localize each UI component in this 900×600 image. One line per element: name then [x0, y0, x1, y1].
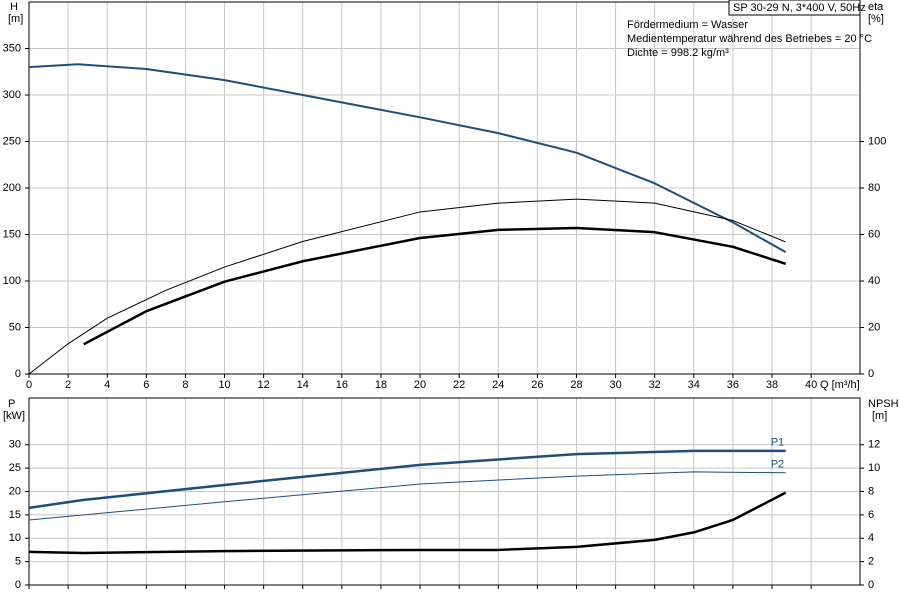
curve — [28, 471, 786, 521]
curve-label: P2 — [771, 459, 784, 471]
y-tick-label: 0 — [15, 579, 21, 591]
y2-tick-label: 0 — [868, 368, 874, 380]
info-line: Fördermedium = Wasser — [627, 19, 748, 31]
y2-tick-label: 100 — [868, 135, 886, 147]
y2-axis-label: eta — [868, 1, 884, 13]
y-tick-label: 250 — [3, 135, 21, 147]
x-tick-label: 6 — [143, 379, 149, 391]
curve — [28, 63, 787, 254]
x-tick-label: 24 — [492, 379, 504, 391]
x-tick-label: 40 — [805, 379, 817, 391]
y2-tick-label: 4 — [868, 532, 874, 544]
y-axis-unit: [kW] — [3, 410, 25, 422]
y2-tick-label: 80 — [868, 182, 880, 194]
x-tick-label: 8 — [182, 379, 188, 391]
x-tick-label: 2 — [65, 379, 71, 391]
plot-frame — [28, 1, 861, 375]
curve — [83, 226, 787, 346]
x-tick-label: 36 — [727, 379, 739, 391]
y2-tick-label: 8 — [868, 485, 874, 497]
x-tick-label: 14 — [297, 379, 309, 391]
x-tick-label: 16 — [336, 379, 348, 391]
y-tick-label: 10 — [9, 532, 21, 544]
x-tick-label: 38 — [766, 379, 778, 391]
y-axis-unit: [m] — [8, 13, 23, 25]
info-box — [728, 0, 861, 16]
x-axis-label: Q [m³/h] — [820, 379, 860, 391]
info-line: Dichte = 998.2 kg/m³ — [627, 47, 729, 59]
curve-label: P1 — [771, 437, 784, 449]
y2-tick-label: 2 — [868, 556, 874, 568]
y-tick-label: 20 — [9, 485, 21, 497]
info-line: Medientemperatur während des Betriebes =… — [627, 33, 872, 45]
y-tick-label: 25 — [9, 462, 21, 474]
y2-axis-unit: [%] — [868, 13, 884, 25]
x-tick-label: 4 — [104, 379, 110, 391]
y-tick-label: 150 — [3, 228, 21, 240]
x-tick-label: 12 — [258, 379, 270, 391]
x-tick-label: 32 — [649, 379, 661, 391]
x-tick-label: 34 — [688, 379, 700, 391]
curve — [28, 449, 786, 510]
info-title: SP 30-29 N, 3*400 V, 50Hz — [733, 2, 866, 14]
y-tick-label: 200 — [3, 182, 21, 194]
y-axis-label: P — [8, 398, 15, 410]
x-tick-label: 18 — [375, 379, 387, 391]
y-tick-label: 350 — [3, 42, 21, 54]
y2-tick-label: 12 — [868, 439, 880, 451]
y2-axis-label: NPSH — [868, 398, 899, 410]
y-tick-label: 300 — [3, 89, 21, 101]
x-tick-label: 10 — [218, 379, 230, 391]
y2-tick-label: 0 — [868, 579, 874, 591]
curve — [28, 198, 786, 375]
y2-tick-label: 40 — [868, 275, 880, 287]
y2-axis-unit: [m] — [872, 410, 887, 422]
x-tick-label: 26 — [531, 379, 543, 391]
x-tick-label: 30 — [609, 379, 621, 391]
y-tick-label: 5 — [15, 556, 21, 568]
y2-tick-label: 20 — [868, 321, 880, 333]
y2-tick-label: 10 — [868, 462, 880, 474]
plot-frame — [28, 397, 861, 586]
x-tick-label: 22 — [453, 379, 465, 391]
y-axis-label: H — [10, 1, 18, 13]
x-tick-label: 0 — [26, 379, 32, 391]
y-tick-label: 0 — [15, 368, 21, 380]
y-tick-label: 15 — [9, 509, 21, 521]
y-tick-label: 50 — [9, 321, 21, 333]
x-tick-label: 28 — [570, 379, 582, 391]
y-tick-label: 30 — [9, 439, 21, 451]
curve — [28, 491, 787, 555]
y2-tick-label: 60 — [868, 228, 880, 240]
y2-tick-label: 6 — [868, 509, 874, 521]
y-tick-label: 100 — [3, 275, 21, 287]
x-tick-label: 20 — [414, 379, 426, 391]
